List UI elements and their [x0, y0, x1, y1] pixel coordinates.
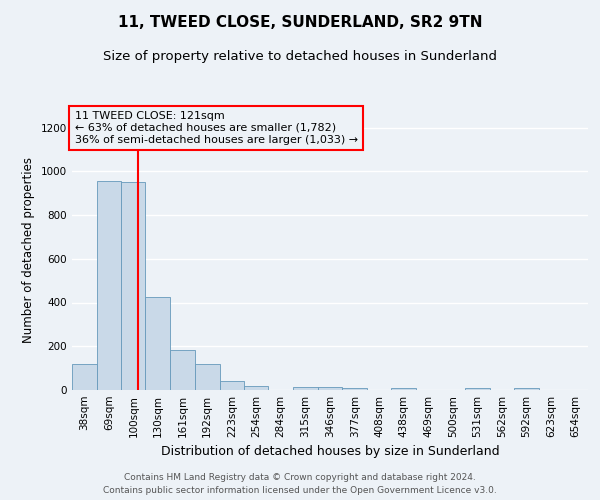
Bar [244, 386, 268, 390]
Bar [220, 381, 244, 390]
Text: Size of property relative to detached houses in Sunderland: Size of property relative to detached ho… [103, 50, 497, 63]
Bar [465, 388, 490, 390]
Bar [293, 386, 317, 390]
Text: Contains public sector information licensed under the Open Government Licence v3: Contains public sector information licen… [103, 486, 497, 495]
Bar [317, 386, 343, 390]
Text: Contains HM Land Registry data © Crown copyright and database right 2024.: Contains HM Land Registry data © Crown c… [124, 474, 476, 482]
Text: 11 TWEED CLOSE: 121sqm
← 63% of detached houses are smaller (1,782)
36% of semi-: 11 TWEED CLOSE: 121sqm ← 63% of detached… [74, 112, 358, 144]
Bar [170, 350, 195, 390]
Bar [121, 182, 145, 390]
Text: 11, TWEED CLOSE, SUNDERLAND, SR2 9TN: 11, TWEED CLOSE, SUNDERLAND, SR2 9TN [118, 15, 482, 30]
Bar [145, 297, 170, 390]
Y-axis label: Number of detached properties: Number of detached properties [22, 157, 35, 343]
X-axis label: Distribution of detached houses by size in Sunderland: Distribution of detached houses by size … [161, 446, 499, 458]
Bar [97, 181, 121, 390]
Bar [343, 388, 367, 390]
Bar [391, 388, 416, 390]
Bar [514, 388, 539, 390]
Bar [72, 364, 97, 390]
Bar [195, 364, 220, 390]
